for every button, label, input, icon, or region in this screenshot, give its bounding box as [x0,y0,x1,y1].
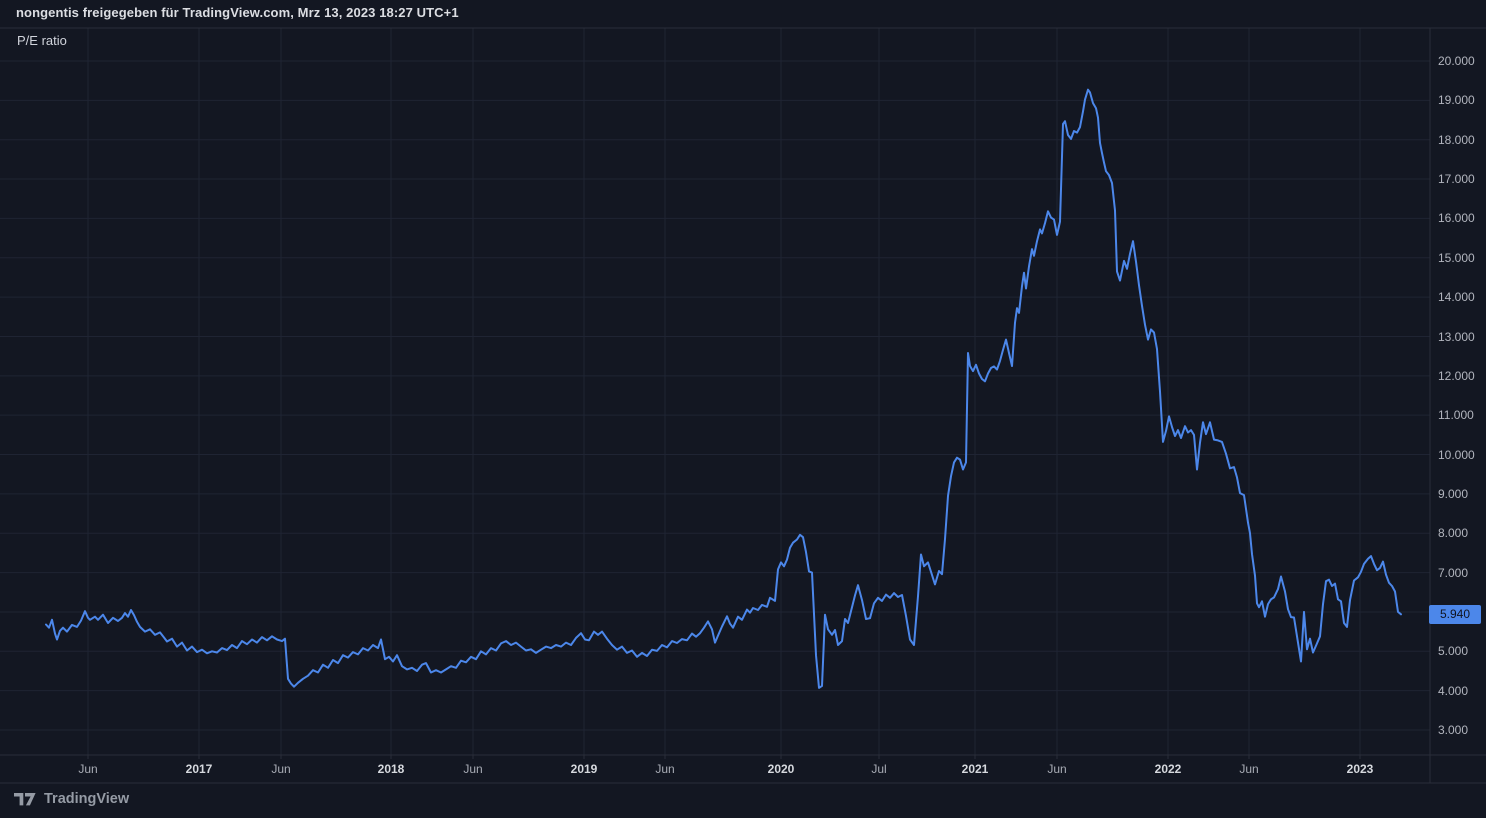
series-legend[interactable]: P/E ratio [17,33,67,48]
price-axis-label: 8.000 [1438,526,1469,541]
time-axis-month-label: Jun [78,762,98,776]
price-axis-label: 19.000 [1438,93,1475,108]
time-axis-month-label: Jun [463,762,483,776]
price-axis-label: 7.000 [1438,565,1469,580]
time-axis-year-label: 2023 [1346,762,1374,776]
price-axis-label: 13.000 [1438,329,1475,344]
price-axis-label: 12.000 [1438,368,1475,383]
price-axis-label: 4.000 [1438,683,1469,698]
price-axis-label: 20.000 [1438,54,1475,68]
price-axis-label: 10.000 [1438,447,1475,462]
time-axis-month-label: Jul [871,762,887,776]
time-axis-year-label: 2022 [1154,762,1182,776]
attribution-text: nongentis freigegeben für TradingView.co… [16,5,459,20]
time-axis-month-label: Jun [271,762,291,776]
price-axis-label: 11.000 [1438,408,1474,423]
pe-ratio-line-series [45,88,1402,689]
time-axis-year-label: 2017 [185,762,213,776]
price-axis-label: 3.000 [1438,723,1469,737]
price-axis-label: 9.000 [1438,486,1469,501]
time-axis-month-label: Jun [655,762,675,776]
price-axis-label: 17.000 [1438,172,1475,187]
tradingview-logo[interactable]: TradingView [14,789,129,809]
price-axis-label: 18.000 [1438,132,1475,147]
tradingview-logo-text: TradingView [44,791,130,807]
price-axis-label: 14.000 [1438,290,1475,305]
last-price-badge: 5.940 [1429,604,1481,624]
tradingview-logo-icon [14,792,36,805]
price-axis-label: 15.000 [1438,250,1475,265]
time-axis-year-label: 2018 [377,762,405,776]
time-axis-month-label: Jun [1047,762,1067,776]
time-axis-year-label: 2021 [961,762,989,776]
price-axis-label: 5.000 [1438,644,1469,659]
time-axis-month-label: Jun [1239,762,1259,776]
time-axis-year-label: 2019 [570,762,598,776]
price-axis-label: 16.000 [1438,211,1475,226]
time-axis-year-label: 2020 [767,762,795,776]
